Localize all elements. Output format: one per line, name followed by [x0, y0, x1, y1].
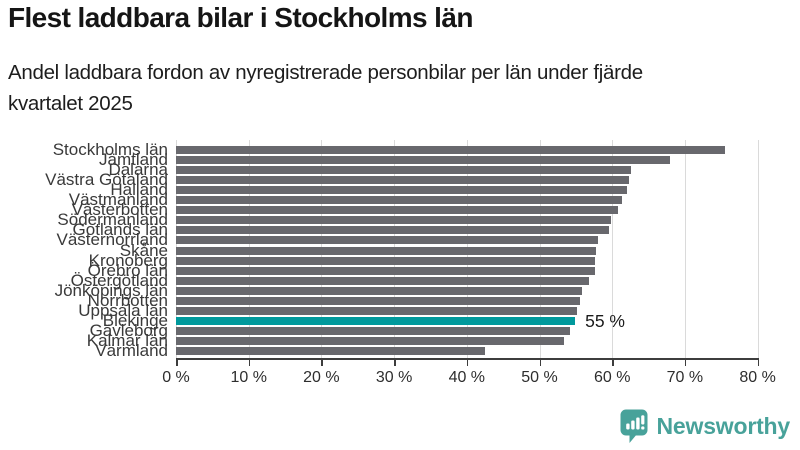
newsworthy-logo: Newsworthy: [620, 409, 790, 444]
axis-tick: [539, 360, 541, 366]
bar: [176, 256, 596, 265]
axis-tick: [757, 360, 760, 366]
x-tick-label: 30 %: [375, 369, 413, 386]
bar: [176, 166, 632, 175]
category-label: Stockholms län: [52, 140, 168, 159]
bar: [176, 156, 671, 165]
chart-subtitle-line1: Andel laddbara fordon av nyregistrerade …: [8, 61, 643, 84]
x-tick-label: 10 %: [230, 369, 267, 386]
category-label: Kronoberg: [88, 250, 168, 270]
axis-tick: [466, 360, 469, 366]
bar: [176, 186, 627, 195]
category-label: Dalarna: [108, 160, 168, 180]
bar: [176, 266, 595, 275]
newsworthy-wordmark: Newsworthy: [656, 413, 791, 439]
chart-subtitle-line2: kvartalet 2025: [8, 92, 133, 115]
category-label: Skåne: [119, 240, 168, 260]
axis-tick: [684, 360, 687, 366]
gridline: [684, 140, 686, 358]
axis-tick: [321, 360, 323, 366]
category-label: Västmanland: [68, 190, 168, 210]
highlight-value-label: 55 %: [585, 310, 625, 331]
bar: [176, 336, 565, 345]
bar: [176, 176, 629, 185]
bar: [176, 216, 611, 225]
category-label: Uppsala län: [78, 300, 168, 320]
category-label: Värmland: [95, 341, 168, 360]
bar: [176, 206, 619, 215]
category-label: Gävleborg: [89, 320, 168, 340]
bar: [176, 347, 485, 355]
category-label: Örebro län: [87, 260, 168, 280]
category-label: Västernorrland: [56, 230, 168, 250]
bar: [176, 196, 623, 205]
category-label: Östergötland: [70, 270, 168, 290]
x-tick-label: 60 %: [593, 369, 631, 386]
x-tick-label: 80 %: [739, 369, 776, 386]
chart-title: Flest laddbara bilar i Stockholms län: [8, 2, 473, 33]
category-label: Västra Götaland: [45, 170, 168, 190]
bar: [176, 306, 578, 315]
category-label: Norrbotten: [87, 290, 168, 310]
category-label: Jämtland: [99, 150, 168, 170]
axis-tick: [394, 360, 396, 366]
x-axis-line: [176, 358, 759, 360]
bar: [176, 326, 571, 335]
bar: [176, 286, 582, 295]
bar: [176, 226, 609, 235]
category-label: Kalmar län: [86, 330, 168, 350]
bar-highlighted: [176, 316, 576, 325]
x-tick-label: 40 %: [448, 369, 486, 386]
axis-tick: [612, 360, 614, 366]
category-label: Västerbotten: [71, 200, 168, 220]
x-tick-label: 0 %: [162, 369, 190, 386]
category-label: Södermanland: [57, 210, 168, 230]
bar: [176, 246, 597, 255]
category-label: Blekinge: [102, 310, 168, 330]
bar: [176, 276, 589, 285]
bar: [176, 296, 581, 305]
axis-tick: [176, 360, 178, 366]
x-tick-label: 70 %: [666, 369, 704, 386]
gridline: [612, 140, 614, 358]
x-tick-label: 20 %: [303, 369, 340, 386]
bar: [176, 236, 599, 245]
bar: [176, 146, 725, 154]
category-label: Gotlands län: [72, 220, 168, 240]
x-tick-label: 50 %: [521, 369, 558, 386]
newsworthy-icon: [620, 409, 648, 443]
category-label: Jönköpings län: [54, 280, 168, 300]
category-label: Halland: [110, 180, 168, 200]
gridline: [757, 140, 759, 358]
axis-tick: [248, 360, 251, 366]
